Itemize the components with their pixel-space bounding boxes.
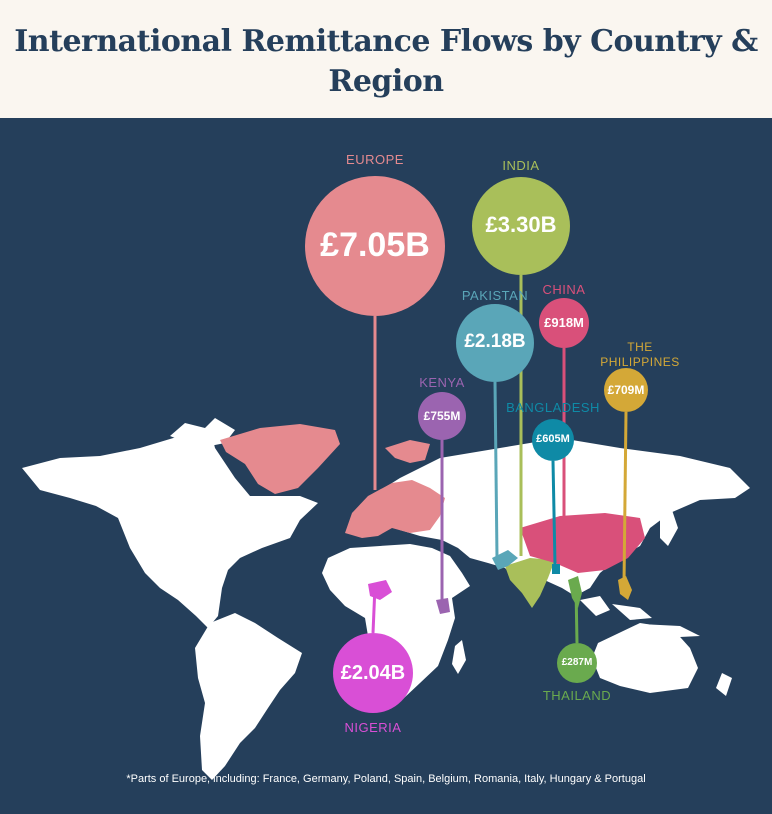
pin-kenya (418, 392, 466, 602)
pin-europe (305, 176, 445, 490)
value-bubble (418, 392, 466, 440)
land-arctic-islands (170, 418, 235, 448)
label-nigeria: NIGERIA (344, 720, 402, 735)
label-pakistan: PAKISTAN (461, 288, 529, 303)
land-australia (592, 623, 698, 693)
value-europe: £7.05B (320, 225, 430, 264)
value-bubble (333, 633, 413, 713)
label-thailand: THAILAND (542, 688, 612, 703)
label-kenya: KENYA (419, 375, 465, 390)
header: International Remittance Flows by Countr… (0, 0, 772, 118)
pin-the-philippines (604, 368, 648, 585)
land-madagascar (452, 640, 466, 674)
land-indonesia (580, 596, 700, 638)
pakistan-highlight (492, 550, 518, 570)
land-south-america (195, 613, 302, 780)
label-philippines: THE PHILIPPINES (600, 340, 680, 369)
label-bangladesh: BANGLADESH (506, 400, 600, 415)
callout-pins (305, 176, 648, 713)
greenland-europe-highlight (220, 424, 340, 494)
label-china: CHINA (542, 282, 586, 297)
value-india: £3.30B (485, 212, 557, 238)
value-bangladesh: £605M (536, 433, 570, 446)
philippines-highlight (618, 576, 632, 600)
pin-line (551, 460, 557, 566)
pin-line (493, 381, 499, 559)
land-japan (660, 510, 678, 546)
pin-pakistan (456, 304, 534, 559)
value-bubble (557, 643, 597, 683)
value-china: £918M (544, 314, 584, 330)
land-new-zealand (716, 673, 732, 696)
value-bubble (456, 304, 534, 382)
china-highlight (520, 513, 645, 573)
value-nigeria: £2.04B (340, 661, 406, 684)
land-africa (322, 544, 470, 700)
pin-thailand (557, 587, 597, 683)
pin-nigeria (333, 585, 413, 713)
value-bubble (472, 177, 570, 275)
world-map (22, 176, 750, 780)
value-bubble (305, 176, 445, 316)
label-europe: EUROPE (346, 152, 404, 167)
land-north-america (22, 428, 318, 628)
value-bubble (604, 368, 648, 412)
kenya-highlight (436, 598, 450, 614)
pin-bangladesh (532, 419, 574, 566)
india-highlight (505, 558, 555, 608)
europe-highlight (345, 480, 445, 538)
bangladesh-highlight (552, 564, 560, 574)
pin-line (574, 587, 579, 644)
value-thailand: £287M (561, 656, 593, 668)
country-highlights (220, 424, 645, 614)
value-bubble (532, 419, 574, 461)
page-title: International Remittance Flows by Countr… (14, 24, 758, 99)
pin-line (371, 585, 377, 634)
footnote: *Parts of Europe, including: France, Ger… (126, 773, 646, 785)
world-map-panel: EUROPE £7.05B INDIA £3.30B PAKISTAN £2.1… (0, 118, 772, 814)
pin-line (622, 411, 628, 585)
value-kenya: £755M (423, 408, 461, 423)
value-pakistan: £2.18B (464, 331, 526, 353)
scandinavia-europe-highlight (385, 440, 430, 463)
value-philippines: £709M (607, 382, 645, 397)
value-bubble (539, 298, 589, 348)
label-india: INDIA (502, 158, 540, 173)
